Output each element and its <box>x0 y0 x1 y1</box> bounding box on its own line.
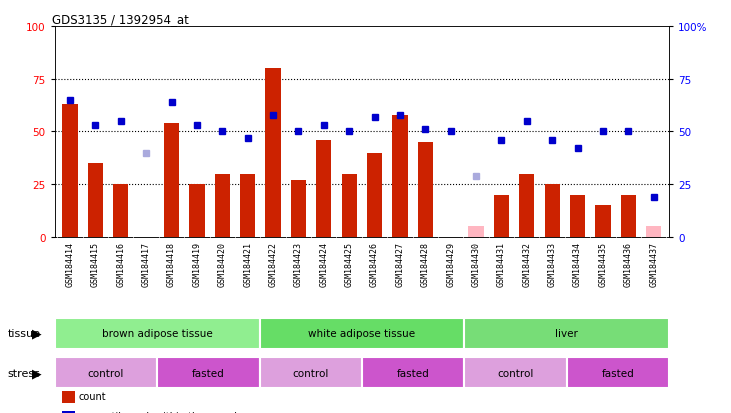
Text: GSM184424: GSM184424 <box>319 241 328 286</box>
Bar <box>417 143 433 237</box>
Text: GSM184418: GSM184418 <box>167 241 176 286</box>
Bar <box>113 185 129 237</box>
Text: brown adipose tissue: brown adipose tissue <box>102 328 213 339</box>
Text: GSM184423: GSM184423 <box>294 241 303 286</box>
Text: ▶: ▶ <box>31 327 42 340</box>
Bar <box>260 357 362 388</box>
Bar <box>157 357 260 388</box>
Text: GSM184435: GSM184435 <box>599 241 607 286</box>
Bar <box>595 206 610 237</box>
Text: GSM184415: GSM184415 <box>91 241 100 286</box>
Bar <box>260 318 464 349</box>
Text: tissue: tissue <box>7 328 40 339</box>
Text: GSM184419: GSM184419 <box>192 241 202 286</box>
Bar <box>240 174 255 237</box>
Bar <box>464 357 567 388</box>
Text: control: control <box>292 368 329 378</box>
Text: white adipose tissue: white adipose tissue <box>308 328 415 339</box>
Text: GSM184428: GSM184428 <box>421 241 430 286</box>
Bar <box>545 185 560 237</box>
Text: fasted: fasted <box>192 368 224 378</box>
Bar <box>393 115 407 237</box>
Text: GSM184426: GSM184426 <box>370 241 379 286</box>
Text: stress: stress <box>7 368 40 378</box>
Text: GSM184427: GSM184427 <box>395 241 404 286</box>
Bar <box>291 180 306 237</box>
Bar <box>469 227 484 237</box>
Text: GSM184420: GSM184420 <box>218 241 227 286</box>
Bar <box>341 174 357 237</box>
Bar <box>317 140 331 237</box>
Text: GSM184422: GSM184422 <box>268 241 278 286</box>
Text: GSM184431: GSM184431 <box>497 241 506 286</box>
Text: GSM184433: GSM184433 <box>548 241 556 286</box>
Bar <box>362 357 464 388</box>
Text: ▶: ▶ <box>31 366 42 379</box>
Bar <box>646 227 662 237</box>
Text: GSM184414: GSM184414 <box>66 241 75 286</box>
Text: GSM184437: GSM184437 <box>649 241 658 286</box>
Text: percentile rank within the sample: percentile rank within the sample <box>78 411 243 413</box>
Text: GSM184421: GSM184421 <box>243 241 252 286</box>
Text: fasted: fasted <box>602 368 634 378</box>
Bar <box>55 357 157 388</box>
Bar <box>570 195 585 237</box>
Bar <box>62 105 77 237</box>
Text: fasted: fasted <box>397 368 429 378</box>
Text: GSM184430: GSM184430 <box>471 241 480 286</box>
Text: control: control <box>88 368 124 378</box>
Text: GSM184432: GSM184432 <box>522 241 531 286</box>
Bar <box>88 164 103 237</box>
Bar <box>164 124 179 237</box>
Bar <box>464 318 669 349</box>
Bar <box>519 174 534 237</box>
Text: GSM184425: GSM184425 <box>344 241 354 286</box>
Text: control: control <box>497 368 534 378</box>
Text: GSM184434: GSM184434 <box>573 241 582 286</box>
Bar <box>367 153 382 237</box>
Bar <box>493 195 509 237</box>
Text: GSM184416: GSM184416 <box>116 241 125 286</box>
Bar <box>215 174 230 237</box>
Text: GSM184436: GSM184436 <box>624 241 633 286</box>
Text: liver: liver <box>555 328 578 339</box>
Text: GSM184417: GSM184417 <box>142 241 151 286</box>
Bar <box>265 69 281 237</box>
Text: GDS3135 / 1392954_at: GDS3135 / 1392954_at <box>52 13 189 26</box>
Bar <box>621 195 636 237</box>
Bar <box>55 318 260 349</box>
Text: GSM184429: GSM184429 <box>446 241 455 286</box>
Bar <box>567 357 669 388</box>
Bar <box>189 185 205 237</box>
Text: count: count <box>78 392 106 401</box>
